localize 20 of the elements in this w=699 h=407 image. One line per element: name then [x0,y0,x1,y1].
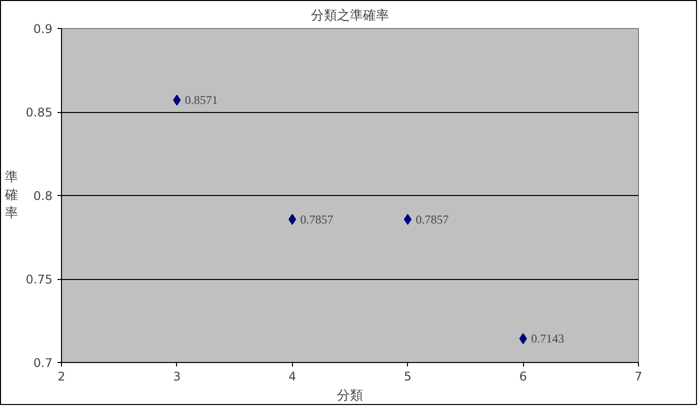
y-tick-label: 0.8 [33,189,53,203]
data-label: 0.7857 [416,212,449,226]
data-label: 0.8571 [184,93,218,108]
x-tick-label: 3 [173,370,181,384]
point [288,214,296,225]
chart-title: 分類之準確率 [311,8,389,24]
x-tick-label: 2 [58,370,66,384]
x-tick-label: 5 [404,370,412,384]
x-axis-title: 分類 [337,388,363,404]
x-tick-label: 4 [288,370,296,384]
y-tick-label: 0.7 [33,356,53,370]
point [404,214,412,225]
data-label: 0.7857 [300,212,334,226]
y-tick-label: 0.75 [26,272,52,286]
x-tick-label: 6 [519,370,527,384]
data-label: 0.7143 [531,332,564,346]
y-tick-label: 0.85 [26,106,52,120]
y-tick-label: 0.9 [33,22,53,36]
x-tick-label: 7 [634,370,642,384]
y-axis-title: 準確率 [4,170,18,221]
